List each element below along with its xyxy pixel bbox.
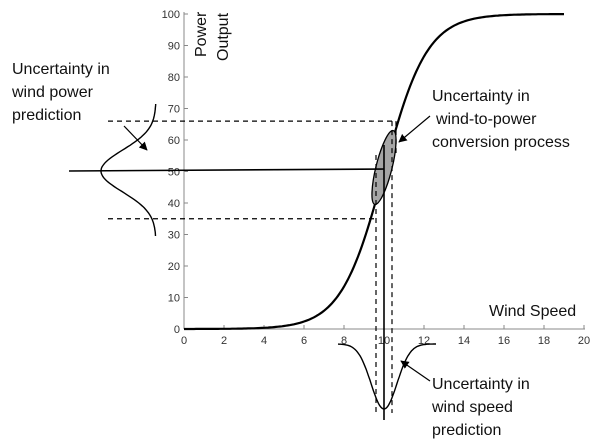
- x-tick-label: 8: [341, 335, 347, 347]
- y-tick-label: 90: [168, 41, 180, 53]
- power-uncertainty-arrow: [123, 125, 148, 151]
- y-tick-label: 20: [168, 261, 180, 273]
- conversion-uncertainty-line-3: conversion process: [432, 134, 570, 151]
- speed-uncertainty-line-3: prediction: [432, 422, 501, 439]
- x-tick-label: 4: [261, 335, 267, 347]
- conversion-uncertainty-label: Uncertainty in wind-to-power conversion …: [432, 88, 570, 151]
- x-tick-label: 20: [578, 335, 590, 347]
- x-tick-label: 6: [301, 335, 307, 347]
- x-tick-label: 18: [538, 335, 550, 347]
- power-uncertainty-distribution: [100, 103, 157, 237]
- y-tick-label: 100: [162, 9, 180, 21]
- y-tick-label: 60: [168, 135, 180, 147]
- power-uncertainty-label: Uncertainty in wind power prediction: [11, 61, 114, 124]
- speed-uncertainty-distribution: [337, 343, 436, 410]
- operating-power-line: [68, 168, 385, 172]
- x-axis-title: Wind Speed: [489, 303, 576, 320]
- speed-uncertainty-line-1: Uncertainty in: [432, 376, 530, 393]
- conversion-uncertainty-line-1: Uncertainty in: [432, 88, 530, 105]
- power-curve: [184, 13, 564, 331]
- speed-uncertainty-label: Uncertainty in wind speed prediction: [431, 376, 534, 439]
- speed-uncertainty-arrow: [400, 360, 431, 382]
- y-tick-label: 80: [168, 72, 180, 84]
- y-tick-label: 50: [168, 167, 180, 179]
- power-uncertainty-line-2: wind power: [11, 84, 94, 101]
- x-tick-label: 16: [498, 335, 510, 347]
- conversion-uncertainty-line-2: wind-to-power: [435, 111, 537, 128]
- x-tick-label: 2: [221, 335, 227, 347]
- y-tick-label: 30: [168, 230, 180, 242]
- y-tick-label: 10: [168, 293, 180, 305]
- y-tick-label: 40: [168, 198, 180, 210]
- diagram-marks: [68, 13, 564, 420]
- y-axis-title-line-2: Output: [215, 12, 232, 61]
- y-tick-label: 0: [174, 324, 180, 336]
- x-tick-label: 0: [181, 335, 187, 347]
- y-axis-title-line-1: Power: [193, 11, 210, 57]
- y-tick-label: 70: [168, 104, 180, 116]
- power-uncertainty-line-3: prediction: [12, 107, 81, 124]
- conversion-uncertainty-arrow: [398, 115, 431, 143]
- x-tick-label: 14: [458, 335, 470, 347]
- y-axis-ticks: 0 10 20 30 40 50 60 70 80 90 100: [162, 9, 188, 336]
- speed-uncertainty-line-2: wind speed: [431, 399, 513, 416]
- power-uncertainty-line-1: Uncertainty in: [12, 61, 110, 78]
